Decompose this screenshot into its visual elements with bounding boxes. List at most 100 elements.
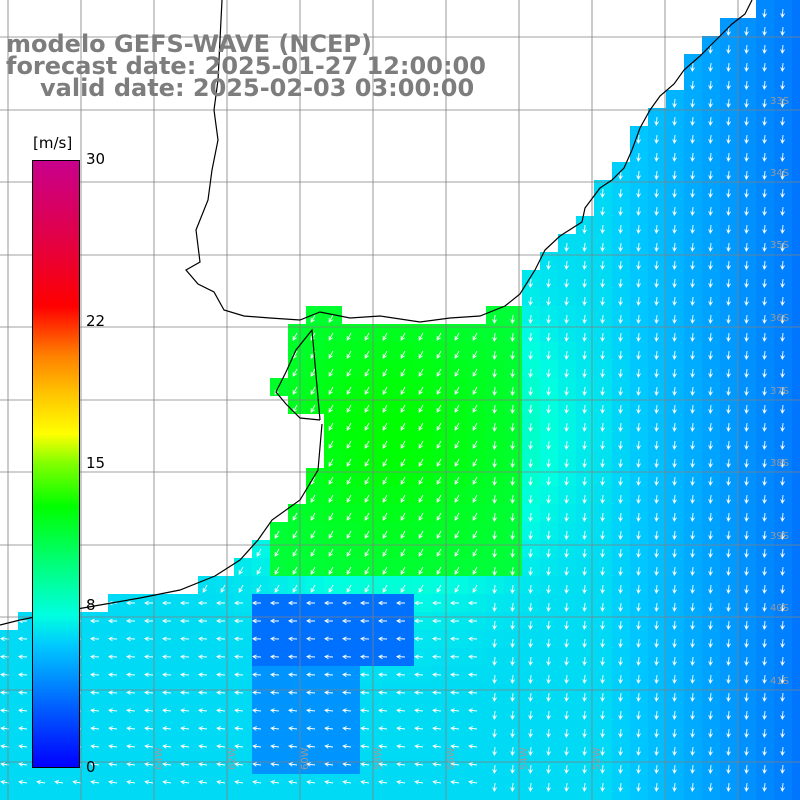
wind-arrow [762, 764, 767, 774]
wind-arrow [780, 116, 785, 126]
wind-arrow [708, 368, 713, 378]
wind-arrow [510, 350, 515, 360]
wind-arrow [708, 548, 713, 558]
wind-arrow [108, 708, 118, 713]
wind-arrow [472, 584, 478, 593]
wind-arrow [216, 762, 226, 767]
wind-arrow [672, 116, 677, 126]
wind-arrow [436, 458, 442, 467]
wind-arrow [198, 600, 207, 606]
wind-arrow [454, 530, 460, 539]
wind-arrow [528, 404, 533, 414]
wind-arrow [378, 636, 388, 642]
wind-arrow [546, 602, 551, 612]
wind-arrow [436, 368, 442, 377]
wind-arrow [672, 728, 677, 738]
wind-arrow [144, 672, 154, 677]
title-forecast-date: forecast date: 2025-01-27 12:00:00 [6, 52, 486, 80]
wind-arrow [726, 458, 731, 468]
wind-arrow [546, 494, 551, 504]
wind-arrow [564, 458, 569, 468]
wind-arrow [492, 476, 497, 486]
wind-arrow [762, 548, 767, 558]
wind-arrow [726, 620, 731, 630]
wind-arrow [180, 600, 189, 606]
wind-arrow [400, 440, 406, 449]
wind-arrow [396, 779, 406, 785]
wind-arrow [726, 80, 731, 90]
wind-arrow [708, 422, 713, 432]
wind-arrow [762, 656, 767, 666]
wind-arrow [600, 314, 605, 324]
wind-arrow [472, 476, 478, 485]
wind-arrow [436, 476, 442, 485]
wind-arrow [126, 779, 136, 785]
wind-arrow [528, 602, 533, 612]
wind-arrow [396, 600, 405, 606]
wind-arrow [360, 618, 370, 624]
wind-speed-cell [792, 234, 800, 252]
longitude-label: 52W [592, 747, 603, 770]
wind-arrow [546, 440, 551, 450]
wind-arrow [306, 690, 316, 695]
wind-arrow [18, 672, 28, 677]
wind-arrow [618, 350, 623, 360]
wind-speed-cell [792, 252, 800, 270]
wind-arrow [216, 726, 226, 731]
wind-arrow [450, 726, 460, 731]
wind-arrow [654, 494, 659, 504]
wind-speed-cell [738, 792, 756, 800]
wind-arrow [708, 674, 713, 684]
wind-arrow [690, 350, 695, 360]
wind-arrow [510, 494, 515, 504]
wind-arrow [762, 494, 767, 504]
wind-arrow [708, 710, 713, 720]
wind-arrow [324, 744, 334, 749]
wind-arrow [198, 762, 208, 767]
wind-arrow [780, 170, 785, 180]
wind-arrow [780, 422, 785, 432]
wind-arrow [436, 332, 442, 341]
wind-arrow [360, 726, 370, 731]
wind-arrow [708, 530, 713, 540]
wind-arrow [654, 584, 659, 594]
wind-arrow [780, 782, 785, 792]
latitude-label: 37S [770, 386, 789, 397]
wind-arrow [454, 422, 460, 431]
wind-arrow [292, 548, 298, 557]
wind-arrow [346, 494, 352, 503]
wind-arrow [780, 764, 785, 774]
wind-arrow [360, 672, 370, 677]
wind-speed-cell [792, 72, 800, 90]
wind-arrow [126, 600, 135, 606]
wind-arrow [654, 296, 659, 306]
wind-arrow [162, 672, 172, 677]
wind-arrow [726, 566, 731, 576]
wind-arrow [328, 566, 334, 575]
wind-arrow [162, 654, 172, 660]
wind-arrow [382, 440, 388, 449]
wind-arrow [310, 386, 316, 395]
wind-arrow [762, 710, 767, 720]
wind-arrow [234, 726, 244, 731]
wind-arrow [310, 512, 316, 521]
wind-arrow [690, 260, 695, 270]
wind-speed-cell [792, 756, 800, 774]
wind-arrow [654, 260, 659, 270]
wind-speed-cell [792, 270, 800, 288]
wind-speed-cell [324, 792, 342, 800]
wind-arrow [274, 530, 280, 539]
wind-arrow [432, 672, 442, 677]
wind-arrow [636, 692, 641, 702]
wind-arrow [780, 44, 785, 54]
wind-arrow [672, 206, 677, 216]
wind-arrow [436, 350, 442, 359]
wind-arrow [762, 188, 767, 198]
wind-arrow [144, 744, 154, 749]
wind-arrow [654, 512, 659, 522]
wind-arrow [454, 548, 460, 557]
wind-arrow [472, 386, 478, 395]
wind-arrow [414, 690, 424, 695]
wind-arrow [780, 638, 785, 648]
